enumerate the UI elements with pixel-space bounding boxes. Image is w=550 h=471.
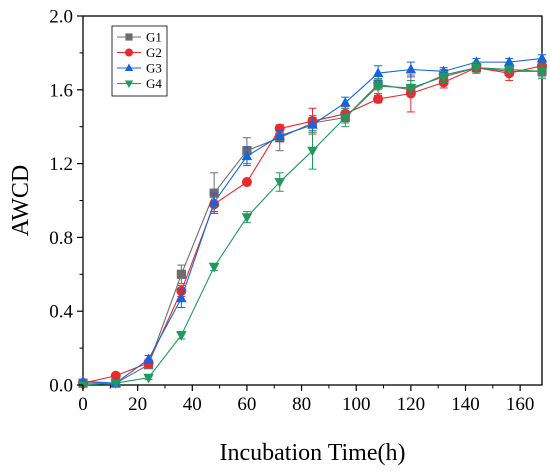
data-point — [405, 84, 417, 94]
data-point — [110, 379, 122, 389]
legend-label: G1 — [146, 30, 162, 45]
x-tick-label: 100 — [342, 394, 371, 415]
legend-label: G4 — [146, 76, 162, 91]
data-point — [339, 96, 351, 107]
data-point — [176, 269, 186, 279]
data-point — [405, 63, 417, 74]
data-point — [241, 150, 253, 161]
data-point — [503, 65, 515, 76]
y-tick-label: 0.8 — [49, 228, 73, 249]
data-point — [176, 331, 187, 341]
legend-marker — [124, 63, 134, 72]
data-point — [241, 177, 252, 188]
data-point — [307, 119, 318, 129]
series-line-g3 — [82, 57, 543, 384]
x-tick-label: 60 — [237, 394, 256, 415]
data-point — [372, 82, 384, 92]
legend-box — [111, 25, 168, 97]
legend-marker — [124, 80, 134, 88]
data-point — [471, 56, 482, 67]
legend-item-g2: G2 — [117, 45, 162, 60]
x-tick-label: 20 — [128, 394, 147, 415]
data-point — [307, 146, 318, 157]
data-point — [373, 94, 384, 105]
data-point — [274, 130, 286, 140]
data-point — [110, 370, 121, 381]
series-g4 — [77, 61, 548, 391]
data-point — [438, 72, 449, 83]
data-point — [372, 67, 384, 78]
data-point — [471, 63, 482, 74]
x-axis-title: Incubation Time(h) — [220, 440, 406, 466]
data-point — [536, 52, 548, 63]
legend-marker — [125, 33, 133, 41]
legend-item-g3: G3 — [117, 61, 162, 76]
y-axis-title: AWCD — [8, 165, 34, 236]
data-point — [241, 213, 253, 223]
data-point — [438, 65, 449, 76]
series-g3 — [77, 52, 548, 388]
legend-label: G2 — [146, 45, 162, 60]
data-point — [274, 123, 285, 134]
y-tick-label: 2.0 — [49, 7, 73, 28]
legend-marker — [125, 48, 133, 57]
data-point — [143, 353, 154, 364]
y-tick-label: 0.0 — [49, 376, 73, 397]
y-tick-label: 1.6 — [49, 80, 73, 101]
x-tick-label: 0 — [78, 394, 88, 415]
legend-item-g1: G1 — [117, 30, 162, 45]
x-tick-label: 120 — [397, 394, 426, 415]
data-point — [208, 263, 220, 273]
legend-label: G3 — [146, 61, 162, 76]
data-point — [274, 178, 286, 188]
x-tick-label: 140 — [451, 394, 480, 415]
series-g2 — [78, 59, 547, 389]
x-tick-label: 80 — [292, 394, 311, 415]
legend-item-g4: G4 — [117, 76, 162, 91]
y-tick-label: 0.4 — [49, 302, 73, 323]
data-point — [176, 292, 187, 303]
x-tick-label: 40 — [183, 394, 202, 415]
data-point — [503, 56, 515, 67]
y-tick-label: 1.2 — [49, 154, 73, 175]
data-point — [339, 113, 351, 124]
x-tick-label: 160 — [506, 394, 535, 415]
data-point — [536, 67, 548, 78]
data-point — [143, 373, 154, 384]
data-point — [208, 196, 220, 207]
